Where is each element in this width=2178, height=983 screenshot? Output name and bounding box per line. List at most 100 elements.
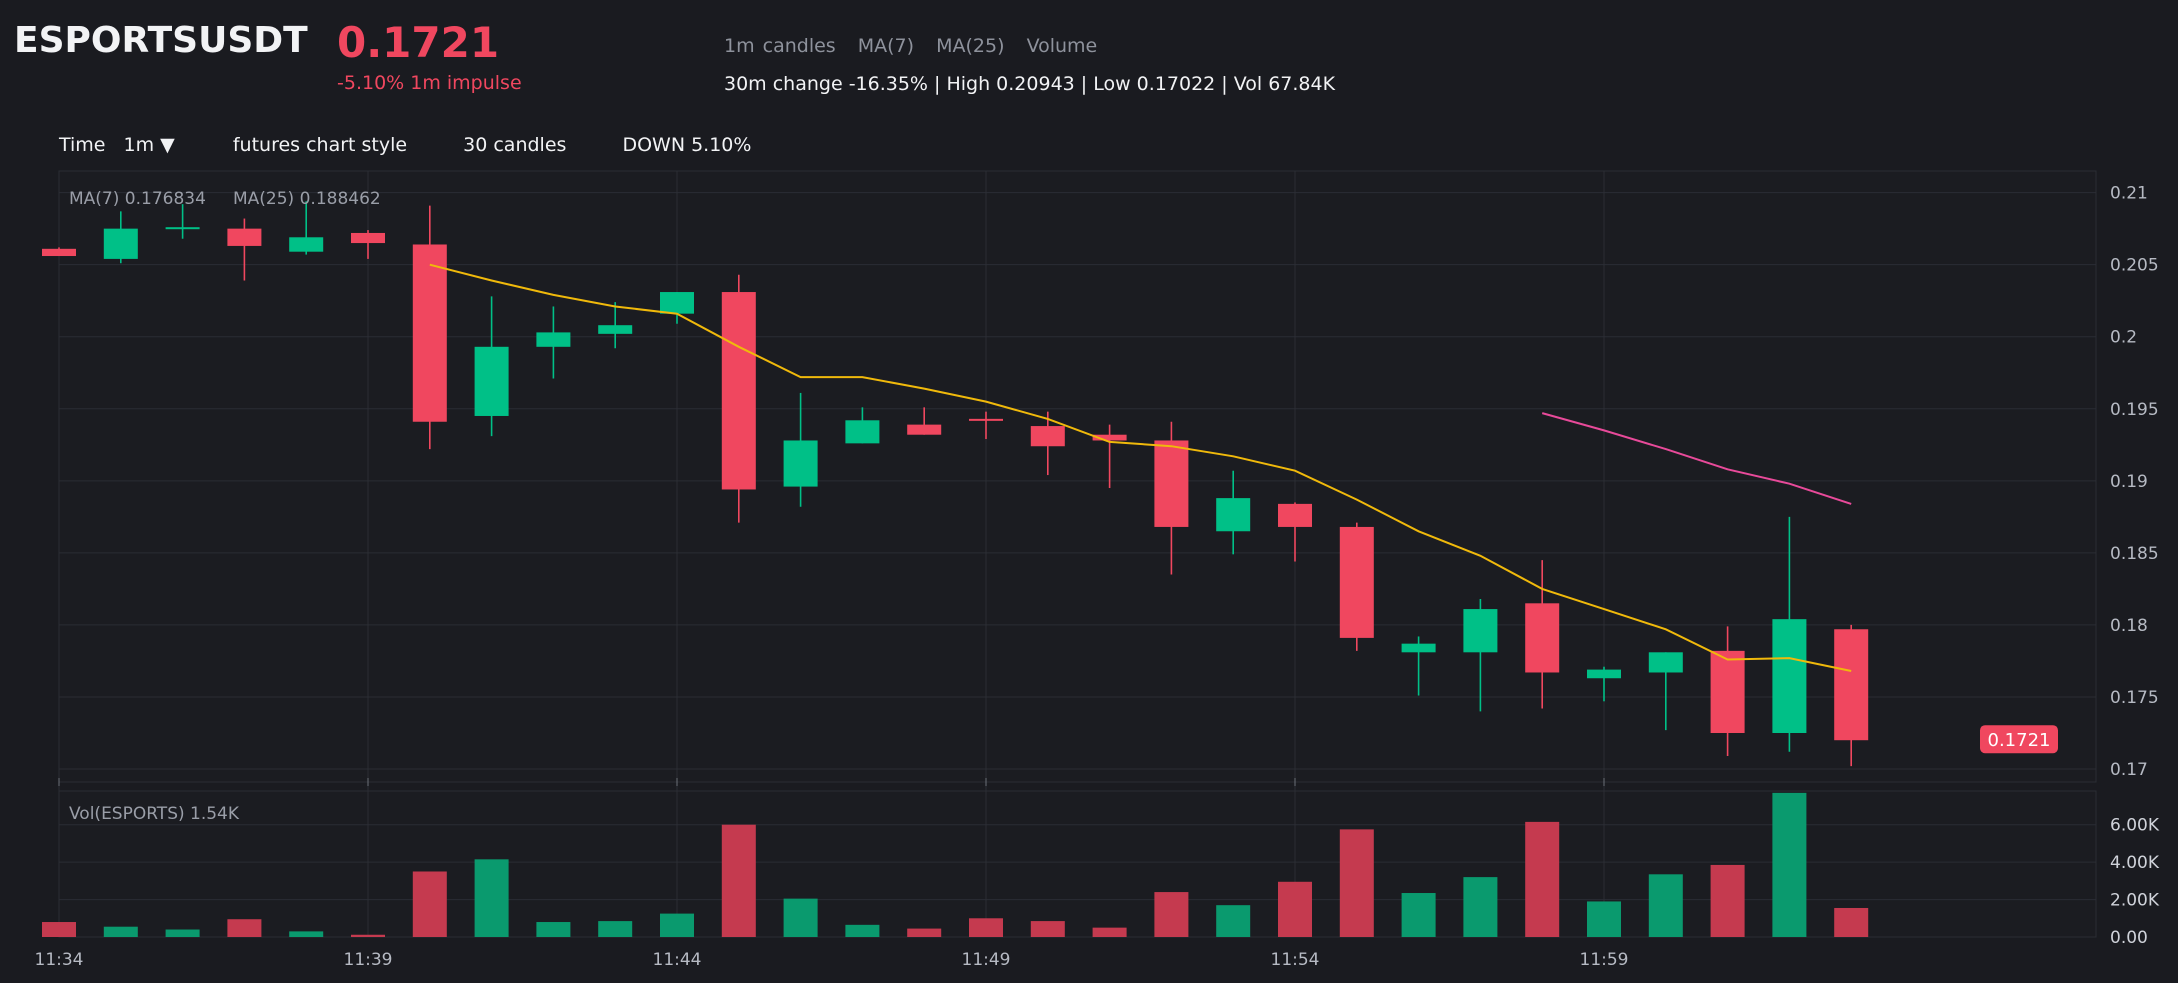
volume-tick-label: 0.00 xyxy=(2110,928,2148,948)
candle-body xyxy=(598,325,633,334)
volume-bar xyxy=(1710,864,1745,937)
stats-line: 30m change -16.35% | High 0.20943 | Low … xyxy=(724,73,1336,95)
impulse-change: -5.10% 1m impulse xyxy=(337,72,522,94)
volume-bar xyxy=(1154,892,1189,937)
price-tag-label: 0.1721 xyxy=(1988,730,2051,751)
candle-body xyxy=(536,332,571,347)
volume-bar xyxy=(103,926,138,937)
last-price: 0.1721 xyxy=(337,18,500,67)
time-tick-label: 11:39 xyxy=(344,950,393,970)
candle-body xyxy=(660,292,694,314)
symbol-title: ESPORTSUSDT xyxy=(14,20,308,61)
volume-bar xyxy=(969,918,1003,937)
candle-body xyxy=(1648,652,1683,673)
volume-bar xyxy=(165,929,200,937)
candle-body xyxy=(1092,434,1127,441)
price-tick-label: 0.21 xyxy=(2110,184,2148,204)
candle-body xyxy=(42,248,76,257)
candle-body xyxy=(721,292,756,490)
candle-body xyxy=(1401,643,1436,653)
candle-body xyxy=(907,424,942,435)
candle-body xyxy=(227,228,262,246)
volume-bar xyxy=(1030,921,1065,937)
volume-bar xyxy=(1463,877,1498,937)
volume-bar xyxy=(721,824,756,937)
legend-ma25: MA(25) xyxy=(936,35,1005,57)
volume-bar xyxy=(1401,893,1436,937)
candle-body xyxy=(1278,503,1312,527)
volume-bar xyxy=(1587,901,1621,937)
candle-body xyxy=(103,228,138,259)
ma25-line xyxy=(1541,412,1852,505)
candle-body xyxy=(474,346,509,416)
candle-body xyxy=(351,232,385,244)
volume-bar xyxy=(227,919,262,937)
candle-body xyxy=(1339,526,1374,638)
volume-tick-label: 4.00K xyxy=(2110,853,2160,873)
direction-label: DOWN 5.10% xyxy=(622,134,752,156)
volume-bar xyxy=(289,931,324,937)
chart-toolbar: Time 1m ▼ futures chart style 30 candles… xyxy=(59,134,751,156)
candle-body xyxy=(969,418,1003,421)
candle-body xyxy=(1525,603,1560,673)
candle-body xyxy=(845,420,880,444)
volume-panel xyxy=(58,790,2097,938)
candle-count-label: 30 candles xyxy=(463,134,567,156)
volume-bar xyxy=(598,921,633,937)
volume-label: Vol(ESPORTS) 1.54K xyxy=(69,804,240,824)
volume-bar xyxy=(1092,927,1127,937)
price-tick-label: 0.18 xyxy=(2110,616,2148,636)
time-tick-label: 11:44 xyxy=(653,950,702,970)
candle-body xyxy=(289,237,324,252)
candle-body xyxy=(1216,498,1251,532)
volume-tick-label: 6.00K xyxy=(2110,816,2160,836)
candle-body xyxy=(165,227,200,230)
volume-bar xyxy=(351,934,385,937)
volume-bar xyxy=(474,859,509,937)
time-tick-label: 11:34 xyxy=(35,950,84,970)
volume-bar xyxy=(1772,792,1807,937)
volume-bar xyxy=(907,928,942,937)
volume-bar xyxy=(1339,829,1374,937)
volume-bar xyxy=(1525,821,1560,937)
volume-bar xyxy=(1278,881,1312,937)
price-tick-label: 0.19 xyxy=(2110,472,2148,492)
volume-bar xyxy=(1834,907,1869,937)
legend-volume: Volume xyxy=(1026,35,1098,57)
axes: 0.17 0.175 0.18 0.185 0.19 0.195 0.2 0.205 0.21 0… xyxy=(35,184,2160,970)
time-tick-label: 11:54 xyxy=(1271,950,1320,970)
time-tick-label: 11:49 xyxy=(962,950,1011,970)
volume-bars xyxy=(42,792,1869,937)
price-tick-label: 0.2 xyxy=(2110,328,2137,348)
moving-averages xyxy=(429,263,1852,672)
legend-ma7: MA(7) xyxy=(857,35,915,57)
price-tick-label: 0.17 xyxy=(2110,760,2148,780)
candle-body xyxy=(1154,440,1189,527)
volume-bar xyxy=(536,922,571,937)
candle-body xyxy=(1710,650,1745,734)
chart-style-button[interactable]: futures chart style xyxy=(232,134,408,156)
ma25-label: MA(25) 0.188462 xyxy=(233,189,381,209)
ma7-label: MA(7) 0.176834 xyxy=(69,189,206,209)
candle-body xyxy=(1834,629,1869,741)
volume-tick-label: 2.00K xyxy=(2110,891,2160,911)
chart-legend: 1m candles MA(7) MA(25) Volume xyxy=(724,35,1111,57)
price-tick-label: 0.205 xyxy=(2110,256,2159,276)
volume-bar xyxy=(783,898,818,937)
volume-bar xyxy=(42,922,76,937)
time-label: Time xyxy=(59,134,106,156)
ma7-line xyxy=(429,263,1852,672)
interval-dropdown[interactable]: 1m ▼ xyxy=(123,134,175,156)
volume-bar xyxy=(1648,874,1683,937)
price-tick-label: 0.195 xyxy=(2110,400,2159,420)
candle-body xyxy=(1772,619,1807,734)
candle-body xyxy=(1463,609,1498,653)
price-tag-box xyxy=(1980,725,2058,754)
volume-bar xyxy=(1216,905,1251,937)
candle-body xyxy=(783,440,818,487)
time-tick-label: 11:59 xyxy=(1580,950,1629,970)
volume-bar xyxy=(845,924,880,937)
legend-candles: 1m candles xyxy=(724,35,836,57)
volume-bar xyxy=(660,913,694,937)
